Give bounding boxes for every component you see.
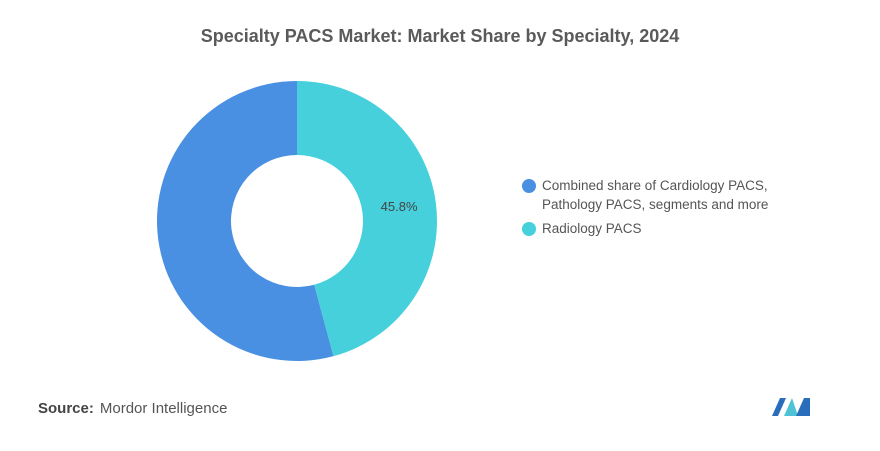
source-text: Mordor Intelligence [99, 400, 228, 417]
legend: Combined share of Cardiology PACS, Patho… [522, 176, 812, 243]
legend-item: Combined share of Cardiology PACS, Patho… [522, 176, 812, 214]
slice [297, 81, 438, 357]
chart-title: Specialty PACS Market: Market Share by S… [201, 26, 680, 46]
slice [157, 81, 334, 361]
legend-item: Radiology PACS [522, 219, 812, 238]
legend-label: Combined share of Cardiology PACS, Patho… [542, 178, 769, 212]
data-label: 45.8% [381, 199, 418, 214]
source: Source: Mordor Intelligence [38, 400, 227, 417]
logo [772, 398, 810, 416]
legend-marker [522, 179, 536, 193]
legend-label: Radiology PACS [542, 221, 642, 236]
source-label: Source: [38, 400, 94, 417]
legend-marker [522, 222, 536, 236]
